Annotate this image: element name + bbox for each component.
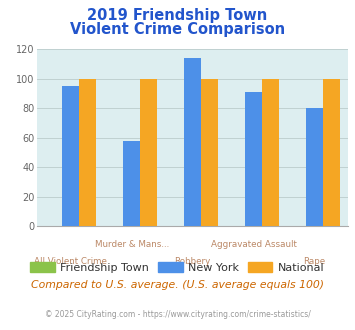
Text: Violent Crime Comparison: Violent Crime Comparison bbox=[70, 22, 285, 37]
Bar bbox=[79, 79, 96, 226]
Text: Robbery: Robbery bbox=[174, 257, 211, 266]
Text: Murder & Mans...: Murder & Mans... bbox=[94, 240, 169, 249]
Text: Compared to U.S. average. (U.S. average equals 100): Compared to U.S. average. (U.S. average … bbox=[31, 280, 324, 290]
Text: © 2025 CityRating.com - https://www.cityrating.com/crime-statistics/: © 2025 CityRating.com - https://www.city… bbox=[45, 310, 310, 319]
Text: Aggravated Assault: Aggravated Assault bbox=[211, 240, 296, 249]
Bar bbox=[262, 79, 279, 226]
Bar bbox=[245, 92, 262, 226]
Bar bbox=[323, 79, 340, 226]
Bar bbox=[184, 58, 201, 226]
Bar bbox=[62, 86, 79, 226]
Text: All Violent Crime: All Violent Crime bbox=[34, 257, 107, 266]
Bar bbox=[201, 79, 218, 226]
Text: Rape: Rape bbox=[303, 257, 326, 266]
Bar bbox=[123, 141, 140, 226]
Legend: Friendship Town, New York, National: Friendship Town, New York, National bbox=[26, 258, 329, 278]
Bar bbox=[306, 108, 323, 226]
Text: 2019 Friendship Town: 2019 Friendship Town bbox=[87, 8, 268, 23]
Bar bbox=[140, 79, 157, 226]
